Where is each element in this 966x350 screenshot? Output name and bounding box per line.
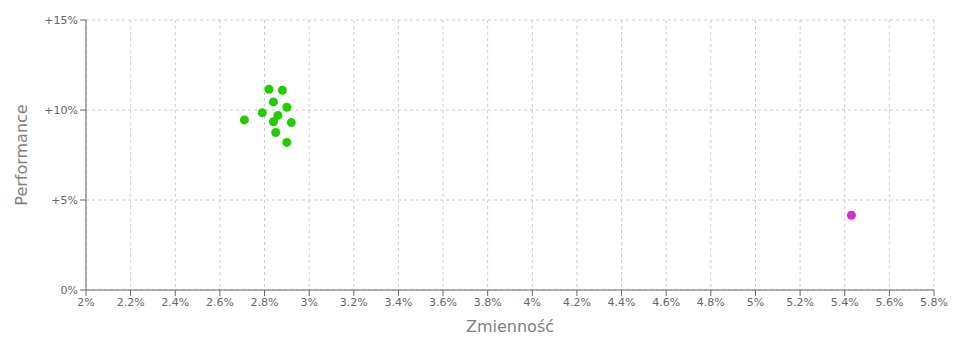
svg-text:3.6%: 3.6%: [429, 296, 457, 309]
svg-text:2%: 2%: [77, 296, 94, 309]
svg-text:2.8%: 2.8%: [251, 296, 279, 309]
svg-text:5.2%: 5.2%: [786, 296, 814, 309]
svg-text:2.2%: 2.2%: [117, 296, 145, 309]
svg-text:4%: 4%: [524, 296, 541, 309]
svg-text:4.8%: 4.8%: [697, 296, 725, 309]
svg-text:5%: 5%: [747, 296, 764, 309]
svg-text:Zmienność: Zmienność: [466, 317, 554, 336]
svg-text:0%: 0%: [61, 284, 78, 297]
svg-text:2.6%: 2.6%: [206, 296, 234, 309]
svg-text:+15%: +15%: [44, 14, 78, 27]
svg-text:2.4%: 2.4%: [161, 296, 189, 309]
svg-text:3.2%: 3.2%: [340, 296, 368, 309]
svg-text:3%: 3%: [300, 296, 317, 309]
svg-text:Performance: Performance: [12, 104, 31, 205]
svg-text:5.4%: 5.4%: [831, 296, 859, 309]
svg-text:5.8%: 5.8%: [920, 296, 948, 309]
svg-text:+10%: +10%: [44, 104, 78, 117]
svg-text:5.6%: 5.6%: [875, 296, 903, 309]
svg-text:3.8%: 3.8%: [474, 296, 502, 309]
svg-text:4.4%: 4.4%: [608, 296, 636, 309]
svg-text:4.6%: 4.6%: [652, 296, 680, 309]
svg-text:4.2%: 4.2%: [563, 296, 591, 309]
svg-text:3.4%: 3.4%: [384, 296, 412, 309]
svg-text:+5%: +5%: [51, 194, 78, 207]
